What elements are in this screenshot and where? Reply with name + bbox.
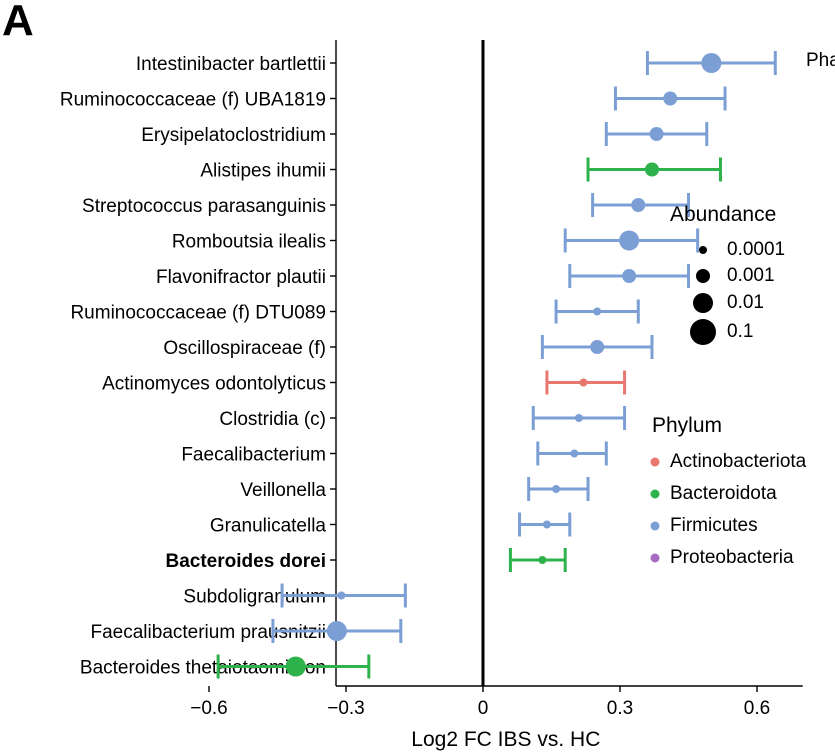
- data-point: [579, 378, 588, 387]
- taxon-label: Flavonifractor plautii: [156, 267, 326, 288]
- data-point: [538, 556, 547, 564]
- data-point: [337, 591, 346, 600]
- data-point: [285, 656, 306, 677]
- taxon-label: Veillonella: [240, 480, 326, 501]
- taxon-label: Faecalibacterium: [181, 445, 326, 466]
- taxon-label: Streptococcus parasanguinis: [82, 196, 326, 217]
- abundance-legend-dot: [699, 246, 707, 254]
- data-point: [644, 162, 659, 177]
- abundance-legend-dot: [693, 293, 713, 313]
- x-tick-label: −0.6: [190, 698, 228, 719]
- data-point: [701, 53, 722, 73]
- x-tick-label: −0.3: [327, 698, 365, 719]
- data-point: [631, 198, 646, 212]
- taxon-label: Erysipelatoclostridium: [141, 125, 326, 146]
- taxon-label: Intestinibacter bartlettii: [136, 54, 326, 75]
- phylum-legend-dot: [650, 457, 660, 467]
- abundance-legend-label: 0.001: [727, 265, 775, 286]
- phylum-legend-title: Phylum: [652, 414, 723, 437]
- phylum-legend-label: Firmicutes: [670, 515, 758, 536]
- x-tick-label: 0: [478, 698, 489, 719]
- abundance-legend-title: Abundance: [670, 203, 777, 226]
- phylum-legend-dot: [650, 489, 660, 499]
- taxon-label: Clostridia (c): [219, 409, 326, 430]
- taxon-label: Bacteroides thetaiotaomicron: [80, 658, 326, 679]
- phylum-legend-dot: [650, 521, 660, 531]
- x-tick-label: 0.6: [744, 698, 770, 719]
- taxon-label: Alistipes ihumii: [200, 161, 326, 182]
- taxon-label: Ruminococcaceae (f) UBA1819: [60, 90, 326, 111]
- abundance-legend-dot: [696, 269, 710, 283]
- cut-legend-title: Pha: [806, 50, 835, 71]
- data-point: [552, 485, 561, 493]
- phylum-legend-label: Proteobacteria: [670, 547, 794, 568]
- data-point: [326, 621, 347, 641]
- taxon-label: Bacteroides dorei: [166, 551, 327, 572]
- taxon-label: Oscillospiraceae (f): [163, 338, 326, 359]
- data-point: [542, 520, 551, 529]
- x-axis-label: Log2 FC IBS vs. HC: [411, 728, 600, 751]
- taxon-label: Actinomyces odontolyticus: [102, 374, 326, 395]
- data-point: [663, 91, 678, 106]
- data-point: [649, 127, 664, 141]
- abundance-legend-label: 0.0001: [727, 239, 786, 260]
- taxon-label: Faecalibacterium prausnitzii: [91, 622, 327, 643]
- x-tick-label: 0.3: [607, 698, 633, 719]
- phylum-legend-label: Actinobacteriota: [670, 451, 807, 472]
- taxon-label: Ruminococcaceae (f) DTU089: [70, 303, 326, 324]
- data-point: [593, 307, 602, 316]
- phylum-legend-label: Bacteroidota: [670, 483, 777, 504]
- phylum-legend-dot: [650, 553, 660, 563]
- data-point: [574, 414, 583, 422]
- taxon-label: Romboutsia ilealis: [172, 232, 326, 253]
- data-point: [622, 269, 637, 283]
- abundance-legend-label: 0.1: [727, 321, 754, 342]
- data-point: [619, 230, 640, 251]
- taxon-label: Granulicatella: [210, 516, 327, 537]
- data-point: [590, 340, 605, 354]
- taxon-label: Subdoligranulum: [183, 587, 326, 608]
- panel-label: A: [2, 0, 34, 45]
- abundance-legend-dot: [690, 319, 716, 345]
- abundance-legend-label: 0.01: [727, 292, 764, 313]
- data-point: [570, 449, 579, 458]
